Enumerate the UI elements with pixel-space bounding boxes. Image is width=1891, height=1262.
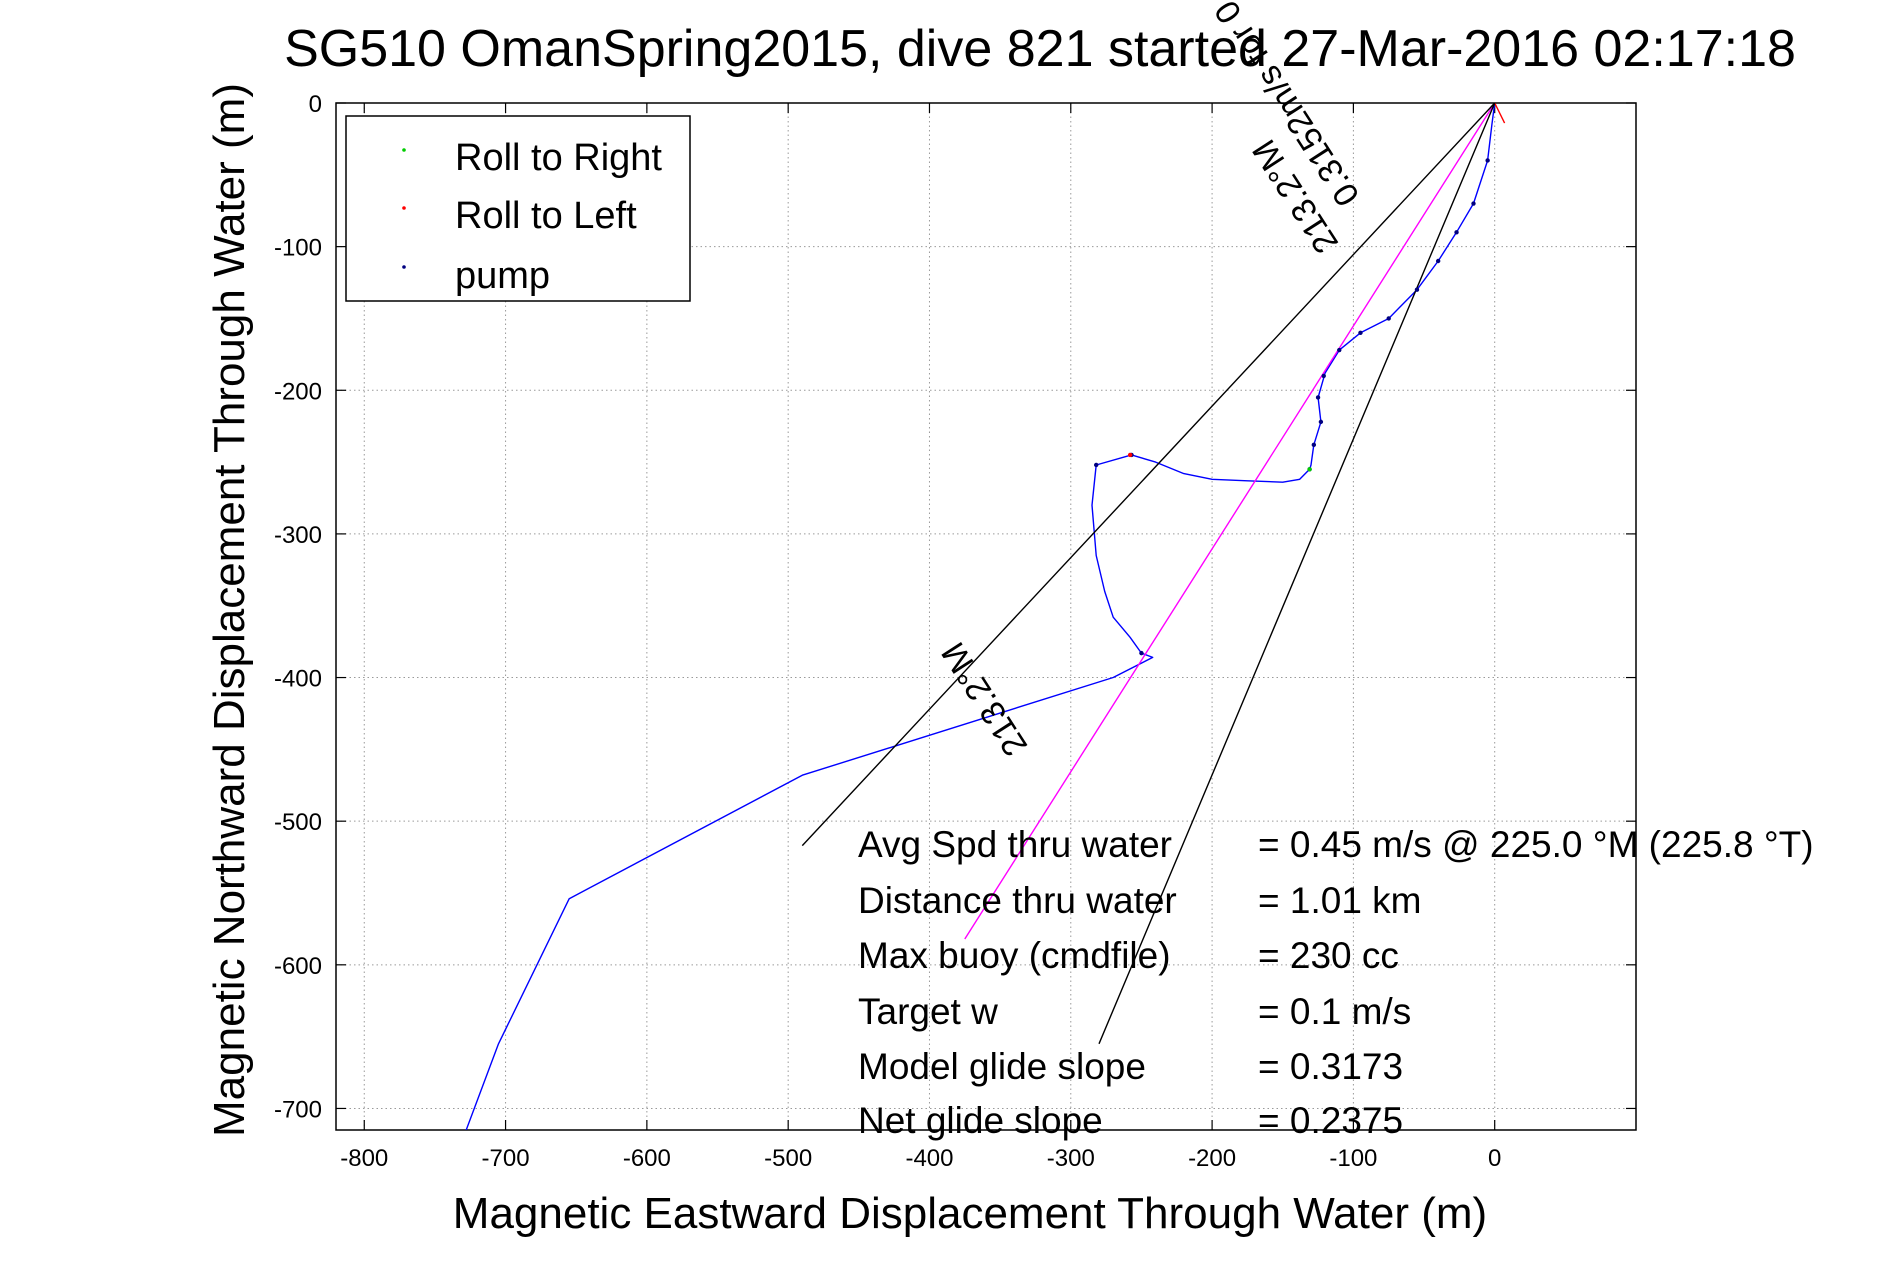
stat-value-avg-speed: = 0.45 m/s @ 225.0 °M (225.8 °T) (1258, 824, 1814, 865)
legend-marker-roll-right (402, 148, 406, 152)
y-tick-label: -200 (274, 378, 322, 405)
x-tick-label: -800 (340, 1145, 388, 1172)
pump-point (1139, 650, 1144, 656)
stat-value-net-glide: = 0.2375 (1258, 1100, 1403, 1141)
x-tick-label: -400 (905, 1145, 953, 1172)
stat-value-model-glide: = 0.3173 (1258, 1046, 1403, 1087)
stat-label-distance: Distance thru water (858, 880, 1177, 921)
pump-point (1321, 373, 1326, 379)
stat-label-avg-speed: Avg Spd thru water (858, 824, 1172, 865)
x-tick-label: -100 (1329, 1145, 1377, 1172)
pump-point (1315, 395, 1321, 400)
x-tick-label: -300 (1047, 1145, 1095, 1172)
pump-point (1454, 230, 1459, 235)
x-tick-label: -600 (623, 1145, 671, 1172)
x-axis-label: Magnetic Eastward Displacement Through W… (453, 1189, 1487, 1238)
chart-title: SG510 OmanSpring2015, dive 821 started 2… (284, 20, 1796, 78)
pump-point (1471, 201, 1476, 206)
y-tick-label: -100 (274, 235, 322, 262)
legend-marker-pump (402, 265, 406, 269)
legend-label-roll-left: Roll to Left (455, 195, 637, 237)
roll-right-point (1307, 467, 1312, 472)
pump-point (1386, 316, 1391, 321)
x-tick-label: -500 (764, 1145, 812, 1172)
pump-point (1485, 158, 1490, 163)
heading-series-line (964, 103, 1496, 940)
x-tick-label: -200 (1188, 1145, 1236, 1172)
heading-annotation: 213.2°M (934, 635, 1035, 762)
y-axis-label: Magnetic Northward Displacement Through … (205, 83, 254, 1137)
stat-value-target-w: = 0.1 m/s (1258, 991, 1411, 1032)
pump-point (1318, 419, 1324, 425)
pump-point (1358, 330, 1363, 336)
x-tick-label: -700 (482, 1145, 530, 1172)
legend-label-pump: pump (455, 255, 550, 297)
pump-point (1094, 462, 1099, 468)
y-tick-label: -400 (274, 666, 322, 693)
stat-label-net-glide: Net glide slope (858, 1100, 1103, 1141)
points-layer (1094, 158, 1490, 656)
stat-label-target-w: Target w (858, 991, 998, 1032)
bounds-series-line (801, 103, 1496, 1045)
stat-label-model-glide: Model glide slope (858, 1046, 1146, 1087)
stat-value-max-buoy: = 230 cc (1258, 935, 1399, 976)
y-tick-label: 0 (309, 91, 322, 118)
legend-label-roll-right: Roll to Right (455, 137, 662, 179)
pump-point (1311, 442, 1317, 448)
legend: Roll to Right Roll to Left pump (345, 115, 691, 302)
stat-label-max-buoy: Max buoy (cmdfile) (858, 935, 1171, 976)
current-series-line (1494, 103, 1506, 124)
roll-left-point (1127, 452, 1133, 458)
pump-point (1414, 287, 1420, 292)
axis-ticks: -800 -700 -600 -500 -400 -300 -200 -100 0 0 -100 -2… (274, 91, 1636, 1172)
plot-area-frame (335, 102, 1637, 1131)
stats-block: Avg Spd thru water = 0.45 m/s @ 225.0 °M… (858, 824, 1814, 1141)
y-tick-label: -700 (274, 1096, 322, 1123)
legend-marker-roll-left (402, 206, 406, 210)
stat-value-distance: = 1.01 km (1258, 880, 1422, 921)
y-tick-label: -300 (274, 522, 322, 549)
x-tick-label: 0 (1488, 1145, 1501, 1172)
annotations-layer: 0.3152m/s for 0.6249hr =0.7086km213.2°M2… (934, 0, 1367, 763)
pump-point (1337, 347, 1342, 353)
y-tick-label: -600 (274, 953, 322, 980)
pump-point (1435, 258, 1441, 264)
y-tick-label: -500 (274, 809, 322, 836)
